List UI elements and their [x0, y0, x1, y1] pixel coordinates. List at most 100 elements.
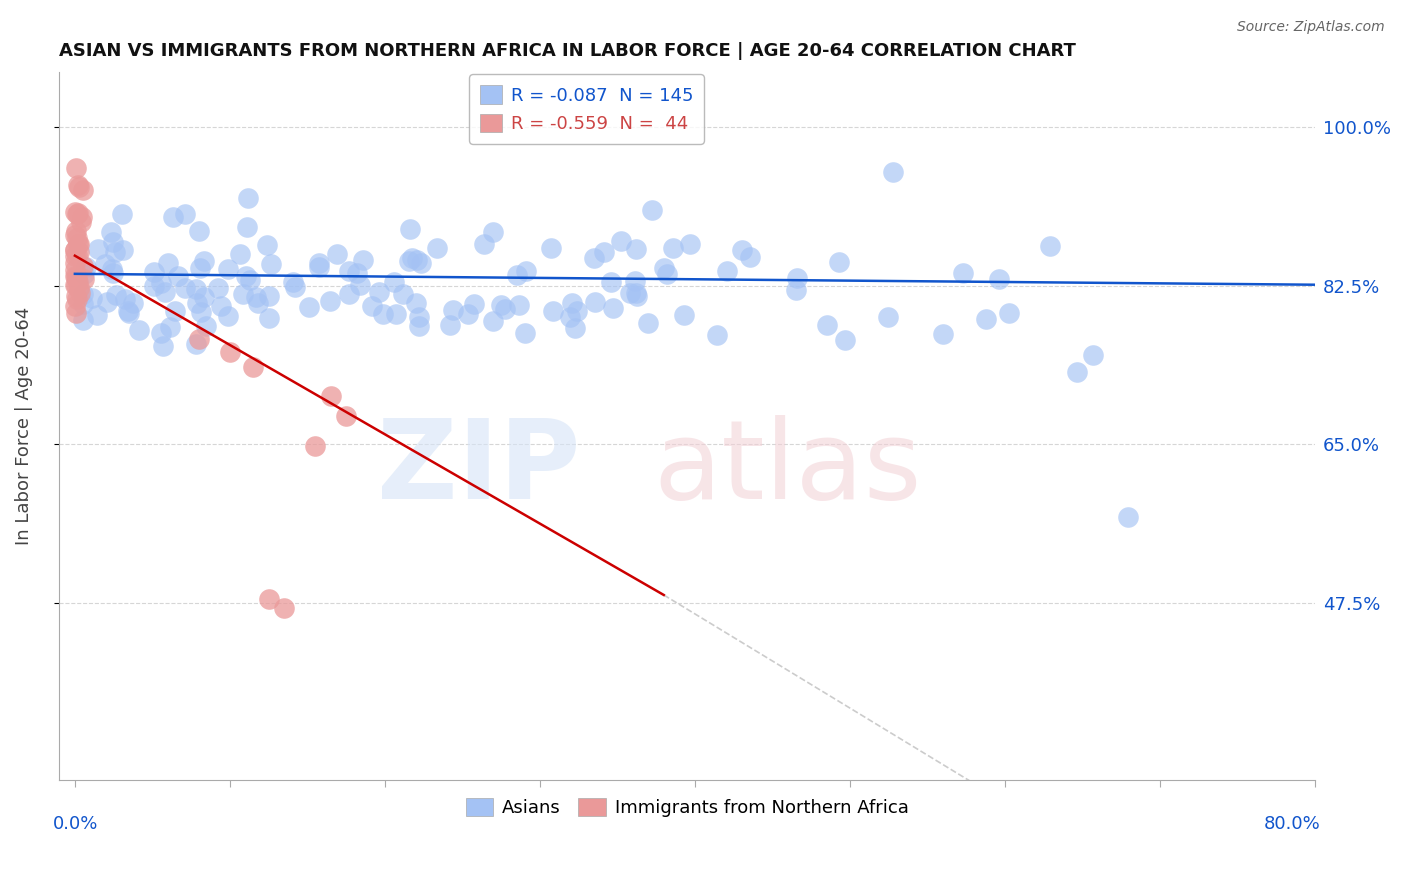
Point [337, 264, 360, 278]
Point [716, 264, 738, 278]
Point [65, 161, 87, 175]
Point [70, 215, 93, 229]
Point [63, 277, 86, 292]
Point [72, 183, 94, 197]
Point [641, 203, 664, 218]
Point [828, 254, 851, 268]
Point [361, 299, 384, 313]
Point [100, 226, 122, 240]
Point [494, 302, 516, 317]
Point [66, 293, 89, 307]
Point [228, 246, 250, 260]
Point [72, 297, 94, 311]
Point [489, 297, 512, 311]
Point [371, 307, 394, 321]
Point [257, 288, 280, 302]
Point [786, 271, 808, 285]
Point [273, 600, 295, 615]
Point [65, 205, 87, 219]
Point [165, 303, 187, 318]
Point [352, 253, 374, 268]
Point [308, 255, 330, 269]
Point [335, 409, 357, 424]
Point [162, 211, 184, 225]
Point [582, 251, 605, 265]
Point [304, 439, 326, 453]
Point [637, 317, 659, 331]
Point [815, 318, 838, 332]
Point [624, 274, 647, 288]
Point [583, 295, 606, 310]
Point [408, 318, 430, 333]
Point [149, 326, 172, 340]
Point [411, 256, 433, 270]
Point [602, 301, 624, 316]
Point [190, 305, 212, 319]
Point [785, 283, 807, 297]
Point [72, 267, 94, 281]
Point [69, 285, 91, 300]
Point [111, 207, 134, 221]
Point [610, 234, 633, 248]
Point [72, 210, 94, 224]
Point [66, 271, 89, 285]
Point [672, 308, 695, 322]
Point [987, 272, 1010, 286]
Point [188, 261, 211, 276]
Point [882, 165, 904, 179]
Point [1066, 365, 1088, 379]
Point [104, 245, 127, 260]
Point [426, 241, 449, 255]
Point [834, 333, 856, 347]
Text: ASIAN VS IMMIGRANTS FROM NORTHERN AFRICA IN LABOR FORCE | AGE 20-64 CORRELATION : ASIAN VS IMMIGRANTS FROM NORTHERN AFRICA… [59, 42, 1076, 60]
Point [207, 281, 229, 295]
Point [515, 263, 537, 277]
Point [217, 309, 239, 323]
Point [401, 251, 423, 265]
Legend: Asians, Immigrants from Northern Africa: Asians, Immigrants from Northern Africa [458, 790, 915, 824]
Point [283, 275, 305, 289]
Point [65, 277, 87, 292]
Point [441, 303, 464, 318]
Point [463, 297, 485, 311]
Point [152, 339, 174, 353]
Point [128, 323, 150, 337]
Point [72, 287, 94, 301]
Point [217, 261, 239, 276]
Text: Source: ZipAtlas.com: Source: ZipAtlas.com [1237, 20, 1385, 34]
Point [706, 327, 728, 342]
Point [738, 250, 761, 264]
Point [385, 307, 408, 321]
Point [482, 225, 505, 239]
Point [239, 272, 262, 286]
Point [66, 205, 89, 219]
Point [186, 296, 208, 310]
Point [67, 245, 90, 260]
Point [86, 308, 108, 322]
Point [112, 243, 135, 257]
Point [876, 310, 898, 325]
Point [188, 224, 211, 238]
Point [63, 249, 86, 263]
Point [652, 260, 675, 275]
Point [166, 268, 188, 283]
Point [952, 266, 974, 280]
Point [238, 191, 260, 205]
Point [96, 295, 118, 310]
Point [72, 312, 94, 326]
Point [232, 287, 254, 301]
Point [63, 262, 86, 277]
Point [439, 318, 461, 332]
Point [319, 389, 342, 403]
Text: 80.0%: 80.0% [1264, 815, 1322, 833]
Point [117, 304, 139, 318]
Point [174, 280, 197, 294]
Point [242, 359, 264, 374]
Point [392, 287, 415, 301]
Point [1081, 348, 1104, 362]
Point [245, 290, 267, 304]
Point [159, 320, 181, 334]
Point [65, 231, 87, 245]
Point [186, 337, 208, 351]
Point [592, 245, 614, 260]
